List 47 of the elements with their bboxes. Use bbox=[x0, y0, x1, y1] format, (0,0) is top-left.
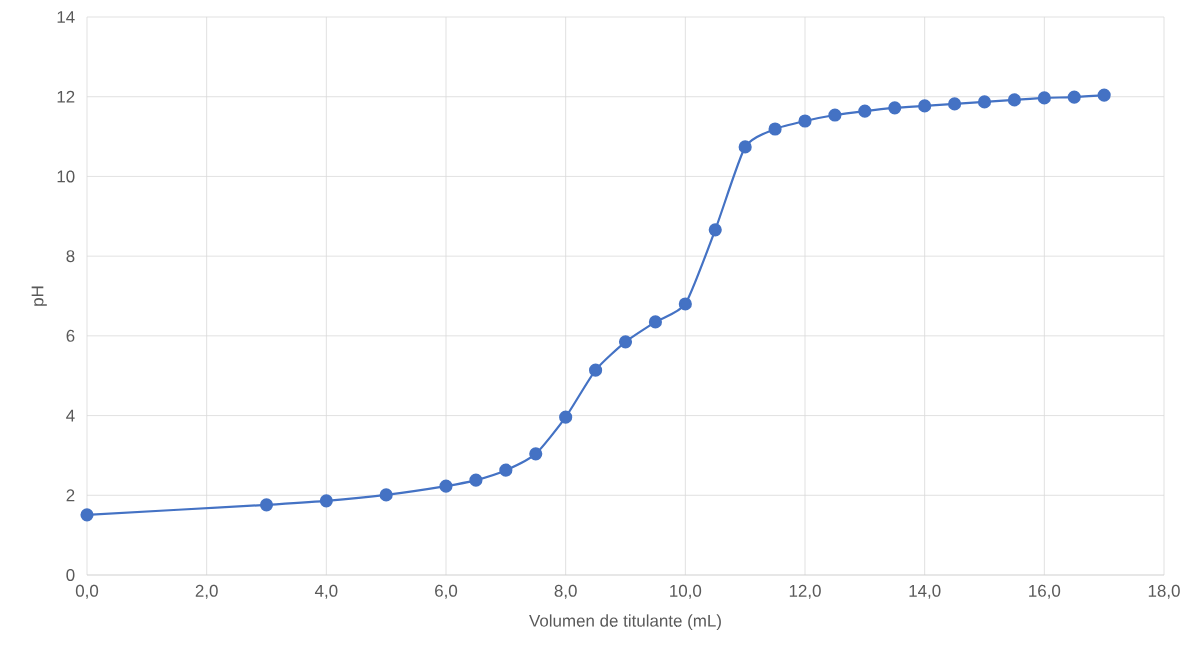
point bbox=[439, 479, 453, 493]
y-tick-label: 12 bbox=[57, 90, 75, 103]
point bbox=[977, 95, 992, 109]
point bbox=[1037, 91, 1051, 105]
x-tick-label: 6,0 bbox=[435, 584, 458, 599]
point bbox=[888, 101, 902, 115]
point bbox=[499, 463, 513, 477]
x-tick-label: 8,0 bbox=[554, 584, 577, 599]
x-tick-label: 12,0 bbox=[789, 584, 821, 599]
point bbox=[618, 335, 633, 349]
y-tick-label: 10 bbox=[57, 170, 75, 183]
x-tick-label: 16,0 bbox=[1029, 584, 1061, 599]
y-tick-label: 8 bbox=[66, 250, 75, 263]
point bbox=[1097, 88, 1111, 102]
point bbox=[80, 508, 94, 522]
point bbox=[559, 410, 573, 424]
point bbox=[828, 108, 842, 122]
point bbox=[948, 97, 962, 111]
x-tick-label: 0,0 bbox=[75, 584, 99, 599]
point bbox=[738, 140, 752, 154]
y-tick-label: 6 bbox=[66, 329, 75, 342]
point bbox=[379, 488, 393, 502]
point bbox=[529, 447, 543, 461]
point bbox=[918, 99, 932, 113]
point bbox=[678, 297, 692, 311]
x-axis-title: Volumen de titulante (mL) bbox=[529, 614, 721, 631]
point bbox=[648, 315, 662, 329]
x-tick-label: 14,0 bbox=[909, 584, 941, 599]
point bbox=[1007, 93, 1021, 107]
y-tick-label: 0 bbox=[66, 569, 75, 581]
point bbox=[319, 494, 333, 508]
x-tick-label: 10,0 bbox=[670, 584, 702, 599]
y-tick-label: 4 bbox=[66, 409, 75, 422]
x-tick-label: 18,0 bbox=[1148, 584, 1180, 599]
point bbox=[259, 498, 274, 512]
y-axis-title: pH bbox=[31, 286, 47, 306]
x-tick-label: 2,0 bbox=[195, 584, 218, 599]
point bbox=[768, 122, 782, 136]
y-tick-label: 14 bbox=[57, 11, 75, 23]
point bbox=[1067, 90, 1081, 104]
point bbox=[858, 104, 872, 118]
point bbox=[708, 223, 722, 237]
point bbox=[469, 473, 483, 487]
point bbox=[798, 114, 812, 128]
x-tick-label: 4,0 bbox=[314, 584, 338, 599]
y-tick-label: 2 bbox=[66, 489, 75, 502]
point bbox=[589, 363, 603, 377]
